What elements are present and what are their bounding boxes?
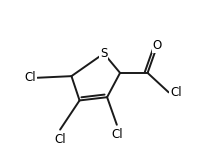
Text: S: S	[100, 47, 108, 60]
Text: Cl: Cl	[24, 71, 36, 84]
Text: O: O	[153, 39, 162, 52]
Text: Cl: Cl	[54, 133, 66, 146]
Text: Cl: Cl	[111, 128, 123, 141]
Text: Cl: Cl	[170, 86, 182, 99]
